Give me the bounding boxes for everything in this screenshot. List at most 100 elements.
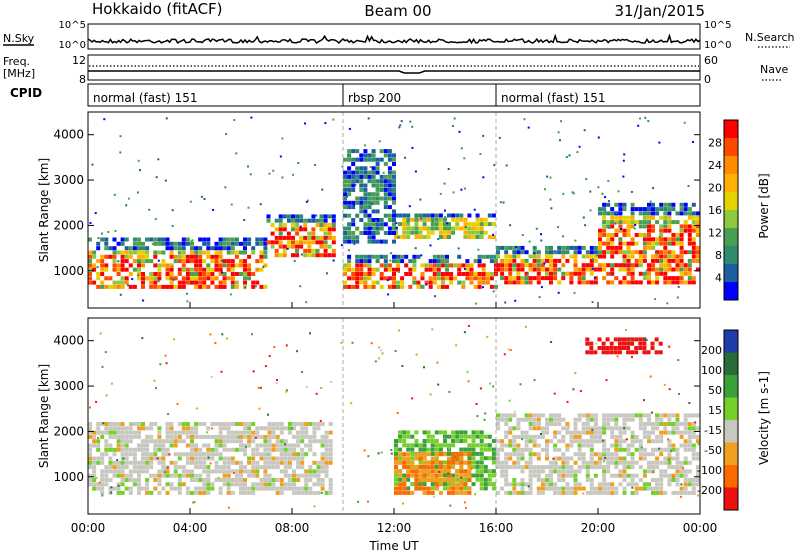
velocity-cell [631,356,633,358]
velocity-cell [210,482,215,487]
velocity-cell [565,469,570,474]
velocity-cell [100,452,105,457]
power-cell [247,276,252,281]
velocity-cell [540,490,545,495]
velocity-cell [638,337,643,342]
power-cell [112,259,117,264]
power-cell [585,263,590,268]
velocity-cell [263,439,268,444]
velocity-cell [516,443,521,448]
velocity-cell [532,473,537,478]
power-cell [161,237,166,242]
velocity-cell [414,473,419,478]
power-cell [500,271,505,276]
power-cell [132,241,137,246]
power-cell [500,263,505,268]
power-cell [596,254,599,257]
power-cell [687,258,692,263]
velocity-cell [251,430,256,435]
velocity-cell [141,460,145,465]
colorbar-frame [723,119,739,301]
power-cell [651,254,655,259]
velocity-cell [638,439,643,444]
velocity-cell [218,478,223,482]
velocity-cell [553,460,558,465]
power-cell [406,213,411,218]
y-tick-label: 2000 [53,218,84,232]
power-cell [663,250,668,255]
power-cell [331,235,336,240]
power-cell [663,263,668,268]
velocity-cell [206,443,211,448]
velocity-cell [602,490,607,495]
power-cell [469,267,474,272]
power-cell [659,250,664,255]
power-cell [614,233,619,237]
power-cell [667,258,672,263]
velocity-cell [524,443,529,448]
velocity-cell [626,443,631,448]
power-cell [371,170,376,175]
velocity-cell [394,477,398,482]
power-cell [392,218,396,222]
power-cell [259,284,264,289]
velocity-cell [202,469,207,474]
velocity-cell [687,482,692,487]
velocity-cell [267,439,272,444]
x-tick-label: 04:00 [173,521,208,535]
velocity-cell [173,443,178,448]
velocity-cell [504,443,509,448]
power-cell [368,273,371,276]
velocity-cell [308,486,313,491]
velocity-cell [491,447,496,452]
power-cell [323,235,328,240]
power-cell [194,254,199,259]
velocity-cell [520,417,525,422]
power-cell [418,235,423,239]
power-cell [582,216,585,219]
power-cell [647,220,651,225]
velocity-cell [487,456,492,461]
power-cell [379,276,384,281]
power-cell [671,241,676,246]
velocity-cell [483,418,486,421]
velocity-cell [610,473,615,478]
velocity-cell [279,478,284,482]
power-cell [630,271,635,276]
power-cell [351,205,356,210]
power-cell [622,207,627,212]
power-cell [618,245,623,250]
power-cell [392,162,396,166]
velocity-cell [467,473,472,478]
power-cell [451,213,456,218]
y-tick-label: 4000 [53,128,84,142]
power-cell [622,241,627,246]
power-cell [477,272,482,276]
velocity-cell [508,452,513,457]
power-cell [675,258,680,263]
velocity-cell [190,456,194,461]
velocity-cell [304,482,309,487]
velocity-cell [206,452,211,457]
velocity-cell [296,490,301,495]
power-cell [363,231,368,235]
power-cell [286,235,291,240]
velocity-cell [602,473,607,478]
velocity-cell [667,413,672,418]
velocity-cell [214,452,219,457]
power-cell [459,217,464,222]
velocity-cell [287,430,292,435]
power-cell [610,271,615,276]
power-cell [255,259,260,264]
velocity-cell [206,447,211,452]
power-cell [222,272,227,276]
velocity-cell [479,469,484,474]
velocity-cell [112,469,117,474]
power-cell [445,263,449,268]
velocity-cell [292,482,296,487]
power-cell [282,235,287,240]
power-cell [347,205,352,210]
velocity-cell [251,469,256,474]
power-cell [659,228,664,233]
